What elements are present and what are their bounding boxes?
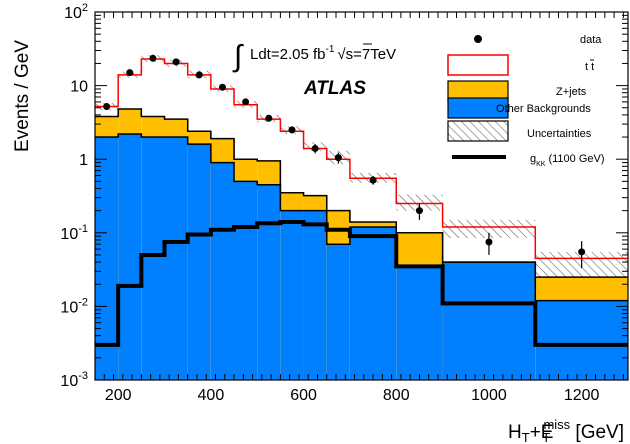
other-backgrounds-bar: [280, 210, 304, 380]
luminosity-label: ∫ Ldt=2.05 fb-1 √s=7TeV: [232, 40, 396, 73]
y-axis-label: Events / GeV: [12, 40, 33, 152]
axes: 200 400 600 800 1000 1200 10-3 10-2 10-1 1 10 102: [60, 2, 629, 404]
y-tick-label: 10-1: [60, 223, 88, 243]
other-backgrounds-bar: [164, 137, 188, 380]
experiment-label: ATLAS: [303, 78, 366, 99]
data-point: [126, 69, 134, 77]
signal-line: [95, 220, 628, 347]
other-backgrounds-bar: [141, 137, 165, 380]
x-tick-label: 1200: [564, 387, 600, 404]
integral-sign: ∫: [232, 40, 244, 73]
data-point: [485, 238, 493, 246]
svg-text:t t: t t: [585, 61, 594, 73]
legend-item-uncertainties: Uncertainties: [447, 120, 592, 142]
y-tick-label: 10: [70, 79, 88, 96]
data-point: [415, 207, 423, 215]
legend-item-other-backgrounds: Other Backgrounds: [447, 97, 591, 119]
other-backgrounds-bar: [210, 162, 235, 380]
x-tick-label: 600: [290, 387, 317, 404]
other-backgrounds-bar: [257, 184, 281, 380]
x-axis-label: HT+Emiss T [GeV]: [508, 417, 624, 444]
data-point: [369, 176, 377, 184]
other-backgrounds-bar: [396, 266, 443, 380]
y-tick-label: 1: [79, 152, 88, 169]
plot-frame: [94, 11, 629, 381]
data-point: [195, 71, 203, 79]
y-tick-label: 10-2: [60, 296, 88, 316]
plot-area: [95, 54, 628, 381]
legend: data t t Z+jets Other Backgrounds Uncert…: [447, 34, 605, 168]
svg-text:data: data: [580, 34, 602, 46]
legend-item-signal: gKK (1100 GeV): [452, 153, 605, 168]
data-point: [242, 98, 250, 106]
uncertainty-band: [442, 219, 536, 238]
data-point: [172, 58, 180, 66]
y-tick-label: 10-3: [60, 370, 88, 390]
other-backgrounds-bar: [535, 300, 628, 380]
other-backgrounds-bar: [303, 210, 327, 380]
data-point: [218, 83, 226, 91]
svg-text:Z+jets: Z+jets: [556, 86, 587, 98]
x-tick-label: 200: [105, 387, 132, 404]
svg-text:Uncertainties: Uncertainties: [527, 128, 592, 140]
y-tick-label: 102: [64, 2, 88, 22]
legend-item-zjets: Z+jets: [447, 80, 587, 102]
svg-text:gKK(1100 GeV): gKK (1100 GeV): [530, 153, 605, 168]
other-backgrounds-bar: [234, 181, 258, 380]
data-point: [288, 126, 296, 134]
zjets-outline: [95, 108, 628, 278]
data-point: [334, 154, 342, 162]
other-backgrounds-bar: [118, 133, 142, 380]
x-tick-label: 1000: [471, 387, 507, 404]
uncertainty-band: [396, 194, 443, 211]
sqrt-sign: √: [337, 46, 346, 63]
data-point: [265, 114, 273, 122]
svg-text:Ldt=2.05 fb-1√s=7TeV: Ldt=2.05 fb-1 √s=7TeV: [250, 44, 396, 63]
svg-text:Other Backgrounds: Other Backgrounds: [496, 103, 591, 115]
x-tick-label: 400: [198, 387, 225, 404]
data-point: [103, 103, 111, 111]
legend-item-ttbar: t t: [447, 54, 594, 76]
other-backgrounds-bar: [326, 244, 350, 380]
other-backgrounds-bar: [187, 144, 211, 380]
x-tick-label: 800: [383, 387, 410, 404]
legend-item-data: data: [474, 34, 602, 46]
data-point: [578, 248, 586, 256]
data-point: [311, 144, 319, 152]
data-point: [149, 54, 157, 62]
other-backgrounds-bar: [349, 226, 397, 380]
other-backgrounds-bar: [442, 262, 536, 380]
